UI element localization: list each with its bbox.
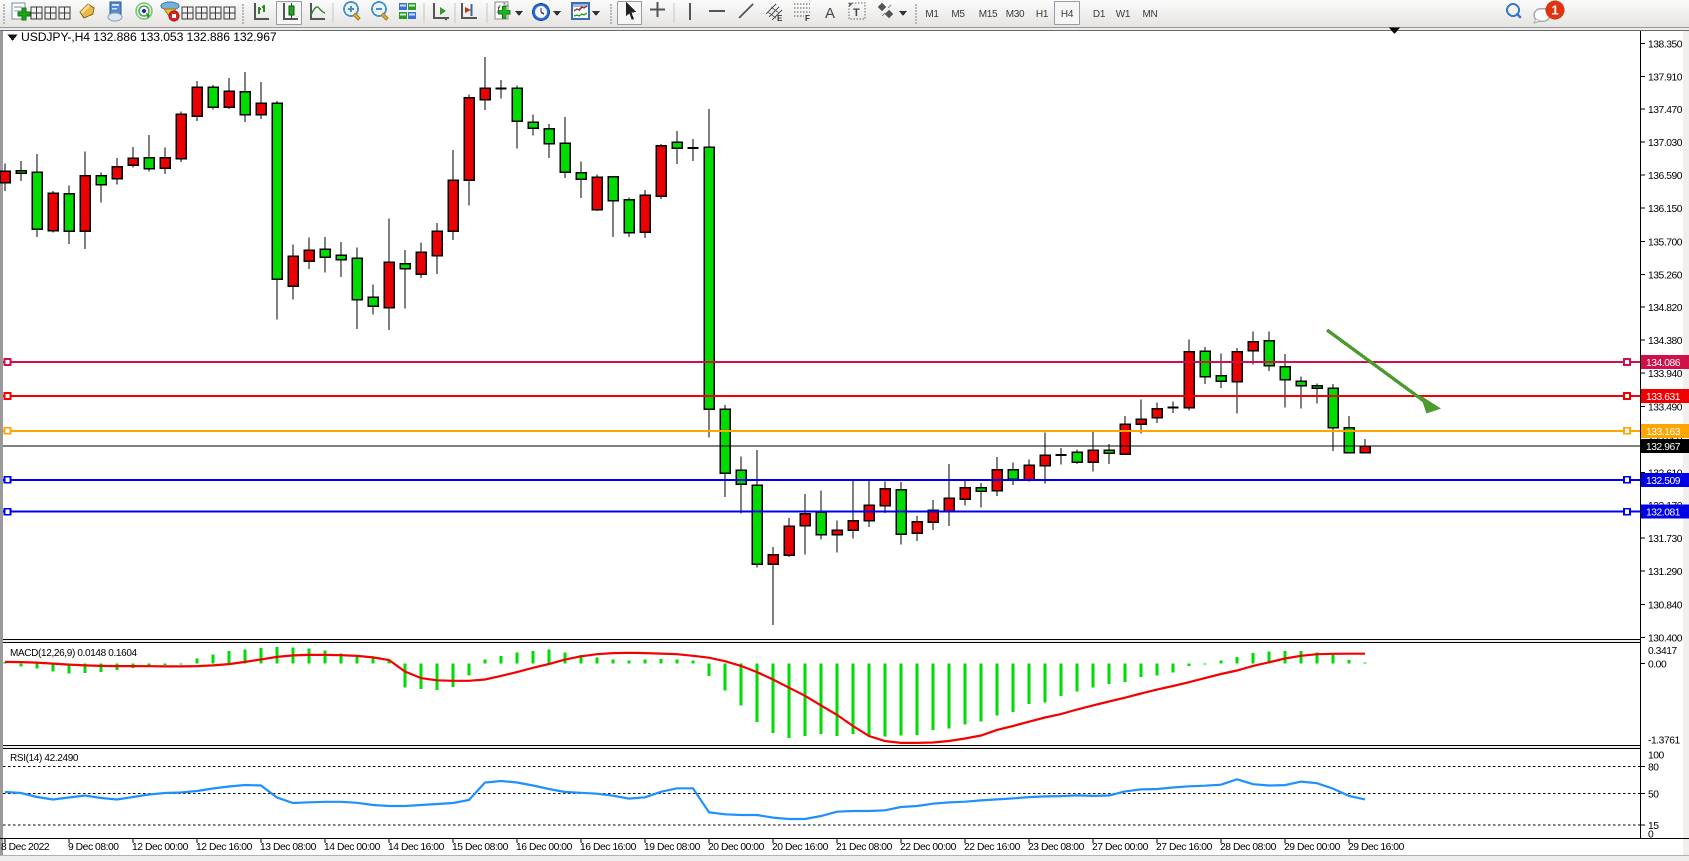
svg-text:M15: M15 xyxy=(979,9,998,20)
svg-text:T: T xyxy=(853,7,860,19)
svg-text:137.470: 137.470 xyxy=(1648,105,1683,116)
svg-text:0.00: 0.00 xyxy=(1648,659,1667,670)
svg-text:29 Dec 16:00: 29 Dec 16:00 xyxy=(1348,842,1405,853)
svg-text:21 Dec 08:00: 21 Dec 08:00 xyxy=(836,842,893,853)
svg-text:20 Dec 00:00: 20 Dec 00:00 xyxy=(708,842,765,853)
svg-text:136.590: 136.590 xyxy=(1648,171,1683,182)
svg-text:M30: M30 xyxy=(1006,9,1025,20)
svg-text:131.290: 131.290 xyxy=(1648,567,1683,578)
svg-text:133.490: 133.490 xyxy=(1648,403,1683,414)
svg-text:22 Dec 16:00: 22 Dec 16:00 xyxy=(964,842,1021,853)
svg-text:137.910: 137.910 xyxy=(1648,72,1683,83)
svg-text:134.820: 134.820 xyxy=(1648,303,1683,314)
svg-text:131.730: 131.730 xyxy=(1648,534,1683,545)
svg-text:A: A xyxy=(825,5,835,22)
svg-text:13 Dec 08:00: 13 Dec 08:00 xyxy=(260,842,317,853)
svg-text:138.350: 138.350 xyxy=(1648,40,1683,51)
svg-text:130.400: 130.400 xyxy=(1648,633,1683,644)
svg-text:80: 80 xyxy=(1648,762,1659,773)
svg-text:20 Dec 16:00: 20 Dec 16:00 xyxy=(772,842,829,853)
svg-text:15 Dec 08:00: 15 Dec 08:00 xyxy=(452,842,509,853)
svg-text:28 Dec 08:00: 28 Dec 08:00 xyxy=(1220,842,1277,853)
svg-text:133.940: 133.940 xyxy=(1648,369,1683,380)
svg-text:H1: H1 xyxy=(1036,9,1049,20)
svg-text:134.380: 134.380 xyxy=(1648,336,1683,347)
svg-text:134.086: 134.086 xyxy=(1646,358,1681,369)
svg-text:132.081: 132.081 xyxy=(1646,508,1681,519)
svg-text:D1: D1 xyxy=(1093,9,1106,20)
svg-text:130.840: 130.840 xyxy=(1648,601,1683,612)
svg-text:15: 15 xyxy=(1648,821,1659,832)
svg-text:135.700: 135.700 xyxy=(1648,238,1683,249)
svg-text:27 Dec 00:00: 27 Dec 00:00 xyxy=(1092,842,1149,853)
svg-text:12 Dec 16:00: 12 Dec 16:00 xyxy=(196,842,253,853)
svg-text:19 Dec 08:00: 19 Dec 08:00 xyxy=(644,842,701,853)
svg-text:133.631: 133.631 xyxy=(1646,392,1681,403)
svg-text:12 Dec 00:00: 12 Dec 00:00 xyxy=(132,842,189,853)
svg-text:14 Dec 00:00: 14 Dec 00:00 xyxy=(324,842,381,853)
svg-text:16 Dec 16:00: 16 Dec 16:00 xyxy=(580,842,637,853)
svg-text:F: F xyxy=(805,14,810,23)
svg-text:100: 100 xyxy=(1648,751,1665,762)
svg-text:8 Dec 2022: 8 Dec 2022 xyxy=(1,842,50,853)
svg-text:29 Dec 00:00: 29 Dec 00:00 xyxy=(1284,842,1341,853)
svg-text:133.163: 133.163 xyxy=(1646,427,1681,438)
svg-text:H4: H4 xyxy=(1061,9,1074,20)
svg-text:1: 1 xyxy=(1551,3,1558,18)
svg-text:137.030: 137.030 xyxy=(1648,138,1683,149)
svg-text:W1: W1 xyxy=(1116,9,1131,20)
svg-text:MACD(12,26,9) 0.0148 0.1604: MACD(12,26,9) 0.0148 0.1604 xyxy=(10,648,138,659)
svg-text:14 Dec 16:00: 14 Dec 16:00 xyxy=(388,842,445,853)
svg-text:E: E xyxy=(777,14,783,23)
svg-text:50: 50 xyxy=(1648,789,1659,800)
svg-text:M5: M5 xyxy=(951,9,965,20)
svg-text:22 Dec 00:00: 22 Dec 00:00 xyxy=(900,842,957,853)
svg-text:132.967: 132.967 xyxy=(1646,442,1681,453)
svg-text:9 Dec 08:00: 9 Dec 08:00 xyxy=(68,842,119,853)
svg-text:USDJPY-,H4 132.886 133.053 13: USDJPY-,H4 132.886 133.053 132.886 132.9… xyxy=(21,30,277,44)
svg-text:132.509: 132.509 xyxy=(1646,476,1681,487)
svg-text:27 Dec 16:00: 27 Dec 16:00 xyxy=(1156,842,1213,853)
svg-text:RSI(14) 42.2490: RSI(14) 42.2490 xyxy=(10,753,79,764)
svg-text:M1: M1 xyxy=(925,9,939,20)
svg-text:0: 0 xyxy=(1648,830,1654,841)
svg-text:MN: MN xyxy=(1143,9,1158,20)
svg-text:0.3417: 0.3417 xyxy=(1648,646,1678,657)
svg-text:135.260: 135.260 xyxy=(1648,270,1683,281)
svg-text:136.150: 136.150 xyxy=(1648,204,1683,215)
svg-text:23 Dec 08:00: 23 Dec 08:00 xyxy=(1028,842,1085,853)
svg-text:-1.3761: -1.3761 xyxy=(1648,736,1680,747)
svg-text:16 Dec 00:00: 16 Dec 00:00 xyxy=(516,842,573,853)
